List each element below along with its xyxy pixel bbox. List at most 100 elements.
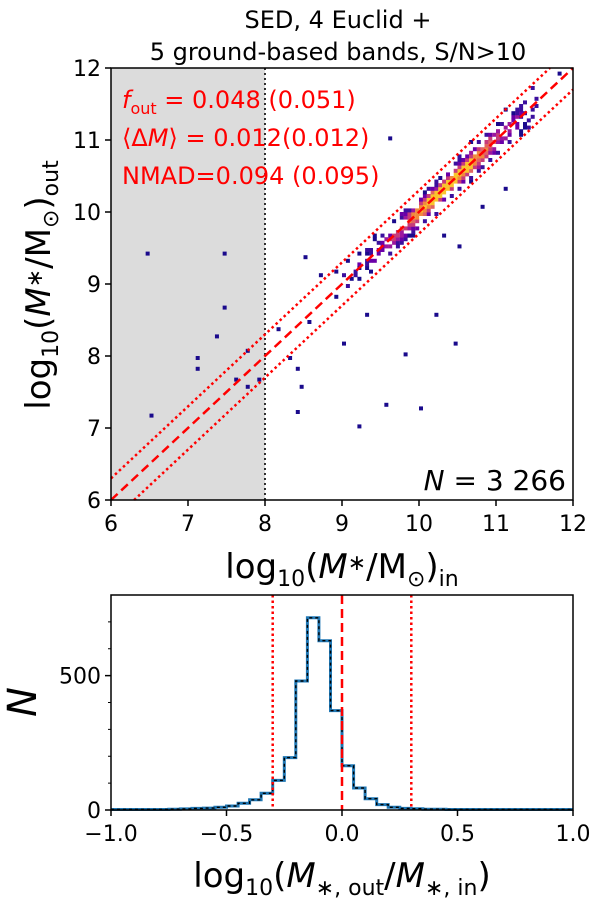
outlier-point [299, 384, 304, 389]
y-tick-label: 9 [87, 273, 101, 298]
heatmap-cell [403, 212, 408, 216]
scatter-panel: 6 7 8 9 10 11 12 6 7 8 9 10 11 12 fout = 0.048 (0.05… [19, 57, 587, 592]
heatmap-cell [530, 107, 535, 112]
heatmap-cell [446, 176, 450, 180]
heatmap-cell [515, 122, 520, 126]
heatmap-cell [519, 111, 524, 116]
heatmap-cell [457, 179, 462, 184]
heatmap-cell [415, 226, 420, 231]
heatmap-cell [438, 183, 443, 188]
heatmap-cell [530, 114, 535, 119]
heatmap-cell [388, 233, 393, 238]
heatmap-cell [438, 197, 443, 202]
count-annotation: N = 3 266 [424, 464, 566, 497]
heatmap-cell [411, 226, 416, 231]
heatmap-cell [334, 294, 339, 299]
heatmap-cell [365, 266, 370, 270]
x-tick-label: 0.5 [440, 822, 475, 847]
heatmap-cell [496, 122, 500, 126]
x-tick-label: −0.5 [200, 822, 253, 847]
heatmap-cell [376, 251, 381, 256]
heatmap-cell [519, 104, 524, 108]
yl-star: ∗ [23, 269, 48, 287]
x-tick-label: 0.0 [325, 822, 360, 847]
heatmap-cell [430, 190, 435, 195]
heatmap-cell [472, 161, 477, 166]
y-tick-label: 10 [73, 201, 101, 226]
heatmap-cell [472, 154, 477, 159]
heatmap-cell [407, 226, 412, 231]
one-to-one-line [110, 67, 574, 501]
heatmap-cell [403, 237, 408, 242]
heatmap-cell [499, 122, 504, 126]
heatmap-cell [434, 179, 439, 184]
heatmap-cell [434, 183, 439, 188]
scatter-x-axis: 6 7 8 9 10 11 12 [104, 500, 587, 537]
x-tick-label: 7 [181, 512, 195, 537]
outlier-point [195, 366, 200, 371]
heatmap-cell [411, 233, 416, 238]
heatmap-cell [384, 244, 389, 249]
outlier-point [288, 356, 293, 360]
heatmap-cell [488, 136, 493, 141]
heatmap-cell [434, 186, 439, 191]
bias-value: ⟩ = 0.012(0.012) [169, 124, 370, 152]
heatmap-cell [484, 150, 489, 155]
outlier-points [145, 136, 508, 429]
bias-open: ⟨Δ [122, 124, 148, 152]
scatter-x-axis-label: log10(M∗/M⊙)in [225, 547, 458, 592]
yl-slash: /M [19, 228, 59, 269]
heatmap-cell [469, 154, 474, 159]
heatmap-cell [457, 186, 462, 191]
heatmap-cell [465, 165, 470, 170]
heatmap-cell [523, 122, 527, 126]
heatmap-cell [426, 197, 431, 202]
outlier-point [276, 327, 281, 332]
outlier-point [480, 204, 485, 209]
outlier-point [365, 312, 370, 317]
heatmap-cell [476, 150, 481, 155]
heatmap-cell [492, 147, 497, 152]
heatmap-cell [484, 143, 489, 148]
heatmap-cell [496, 140, 500, 144]
y-tick-label: 6 [87, 489, 101, 514]
heatmap-cell [403, 215, 408, 220]
heatmap-cell [395, 233, 400, 238]
heatmap-cell [419, 197, 423, 202]
outlier-point [257, 377, 262, 382]
xl-tail: in [439, 567, 459, 592]
histogram-x-axis-label: log10(M∗, out/M∗, in) [193, 856, 490, 900]
heatmap-cell [411, 219, 416, 224]
outlier-point [222, 305, 227, 310]
heatmap-cell [442, 183, 447, 188]
hx-log: log [193, 856, 245, 896]
scatter-y-axis-label: log10(M∗/M⊙)out [19, 160, 64, 410]
heatmap-cell [434, 197, 439, 202]
heatmap-cell [403, 208, 408, 213]
heatmap-cell [430, 204, 435, 209]
heatmap-cell [465, 168, 470, 173]
heatmap-cell [384, 237, 389, 242]
heatmap-cell [369, 251, 373, 256]
heatmap-cell [399, 230, 404, 234]
heatmap-cell [422, 212, 427, 216]
heatmap-cell [399, 237, 404, 242]
upper-outlier-line [110, 67, 551, 480]
heatmap-cell [515, 114, 520, 119]
heatmap-cell [507, 129, 512, 134]
heatmap-cell [369, 258, 373, 263]
heatmap-cell [307, 320, 312, 324]
heatmap-cell [472, 165, 477, 170]
bias-symbol: M [148, 124, 169, 152]
heatmap-cell [496, 129, 500, 134]
heatmap-cell [534, 96, 539, 101]
outlier-point [442, 233, 447, 238]
heatmap-cell [469, 150, 474, 155]
hx-sub2: ∗, in [425, 876, 477, 900]
heatmap-cell [372, 233, 377, 238]
heatmap-cell [438, 194, 443, 198]
hx-m1: M [286, 856, 315, 896]
heatmap-cell [380, 248, 385, 252]
heatmap-cell [380, 233, 385, 238]
